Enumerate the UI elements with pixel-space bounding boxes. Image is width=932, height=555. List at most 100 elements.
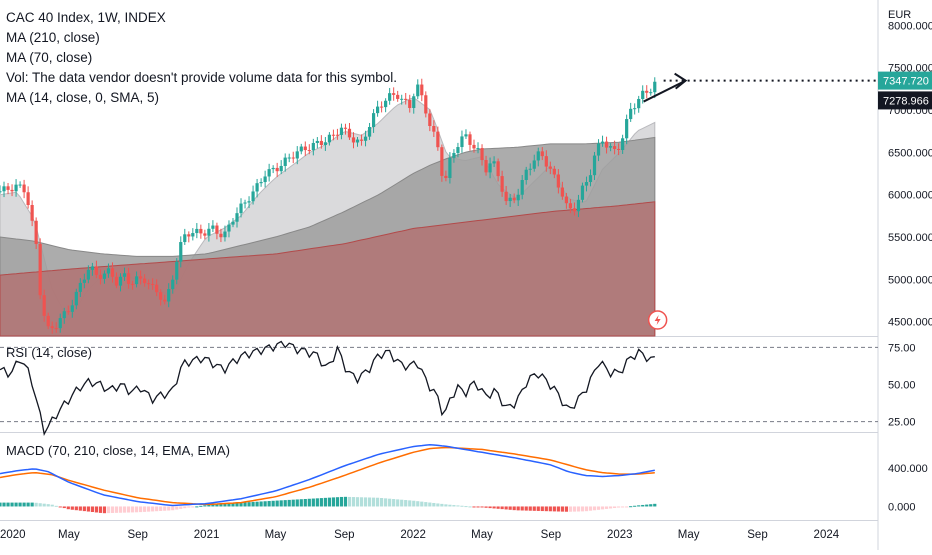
candle-body	[460, 136, 464, 148]
candle	[247, 196, 251, 209]
macd-histogram-bar	[183, 506, 187, 509]
candle	[371, 109, 376, 133]
candle-body	[504, 191, 508, 202]
candle	[460, 130, 464, 153]
candle	[74, 288, 78, 310]
legend-ma-short[interactable]: MA (14, close, 0, SMA, 5)	[6, 90, 160, 105]
candle-body	[235, 213, 239, 222]
candle-body	[464, 134, 468, 137]
candle-body	[26, 192, 30, 206]
macd-histogram-bar	[6, 502, 10, 507]
macd-histogram-bar	[243, 502, 247, 507]
candle	[480, 144, 484, 166]
macd-histogram-bar	[576, 506, 581, 512]
legend-ma-mid[interactable]: MA (70, close)	[6, 50, 93, 65]
candle-body	[239, 203, 243, 214]
candle	[400, 94, 404, 105]
candle	[98, 269, 103, 285]
macd-histogram-bar	[400, 499, 404, 507]
macd-histogram-bar	[347, 496, 352, 507]
macd-histogram-bar	[22, 502, 26, 507]
macd-histogram-bar	[287, 499, 291, 507]
macd-histogram-bar	[315, 498, 319, 507]
legend-vol[interactable]: Vol: The data vendor doesn't provide vol…	[6, 70, 398, 85]
candle-body	[645, 90, 649, 93]
macd-histogram-bar	[118, 506, 123, 513]
candle-body	[14, 184, 18, 192]
candle	[223, 225, 227, 242]
candle-body	[243, 202, 247, 204]
macd-histogram-bar	[392, 499, 396, 507]
macd-histogram-bar	[596, 506, 601, 510]
macd-histogram-bar	[331, 497, 336, 507]
macd-histogram-bar	[613, 506, 617, 509]
candle	[621, 134, 625, 154]
candle	[118, 273, 123, 292]
macd-histogram-bar	[492, 506, 496, 509]
macd-histogram-bar	[283, 500, 287, 507]
macd-histogram-bar	[70, 506, 74, 510]
candle	[18, 181, 22, 188]
macd-histogram-bar	[625, 506, 629, 508]
macd-histogram-bar	[235, 502, 239, 507]
macd-histogram-bar	[629, 506, 633, 508]
macd-histogram-bar	[227, 503, 231, 507]
trend-arrow-head	[674, 72, 688, 90]
candle	[271, 165, 275, 174]
candle-body	[468, 134, 472, 145]
candle-body	[492, 161, 496, 164]
candle	[283, 153, 287, 172]
candle-body	[271, 167, 275, 170]
macd-histogram-bar	[588, 506, 593, 511]
macd-histogram-bar	[520, 506, 524, 511]
time-tick-label: 2023	[607, 529, 633, 541]
candle	[134, 271, 139, 288]
candle-body	[400, 98, 404, 100]
macd-histogram-bar	[291, 499, 295, 507]
candle-body	[448, 157, 452, 179]
candle-body	[98, 274, 103, 279]
macd-label[interactable]: MACD (70, 210, close, 14, EMA, EMA)	[6, 443, 230, 458]
candle	[388, 87, 392, 105]
candle	[303, 141, 307, 156]
candle	[70, 299, 74, 318]
candle-body	[42, 295, 46, 316]
candle-body	[175, 261, 179, 280]
candle	[259, 178, 263, 187]
macd-histogram-bar	[339, 496, 344, 507]
macd-histogram-bar	[163, 506, 167, 511]
candle	[78, 278, 82, 297]
candle	[0, 185, 2, 194]
candle	[520, 175, 524, 200]
rsi-label[interactable]: RSI (14, close)	[6, 345, 92, 360]
macd-histogram-bar	[424, 502, 428, 507]
macd-histogram-bar	[279, 500, 283, 507]
macd-histogram-bar	[90, 506, 94, 513]
candle-body	[275, 167, 279, 172]
candle	[339, 123, 344, 140]
macd-histogram-bar	[130, 506, 135, 513]
macd-histogram-bar	[524, 506, 528, 511]
candle-body	[130, 283, 135, 285]
macd-histogram-bar	[42, 503, 46, 507]
time-tick-label: 2022	[400, 529, 426, 541]
macd-histogram-bar	[633, 505, 637, 507]
legend-title[interactable]: CAC 40 Index, 1W, INDEX	[6, 10, 166, 25]
candle-body	[207, 228, 211, 236]
candle	[576, 194, 581, 218]
macd-histogram-bar	[536, 506, 540, 511]
candle	[645, 85, 649, 99]
candle	[629, 102, 633, 122]
candle-body	[331, 134, 336, 136]
candle	[50, 321, 54, 334]
candle-body	[143, 278, 147, 284]
candle-body	[287, 157, 291, 159]
candle	[440, 144, 444, 182]
candle	[275, 162, 279, 178]
macd-tick-label: 400.000	[888, 463, 928, 475]
candle-body	[351, 137, 356, 143]
legend-ma-long[interactable]: MA (210, close)	[6, 30, 100, 45]
candle	[54, 322, 58, 333]
candle-body	[532, 160, 536, 169]
